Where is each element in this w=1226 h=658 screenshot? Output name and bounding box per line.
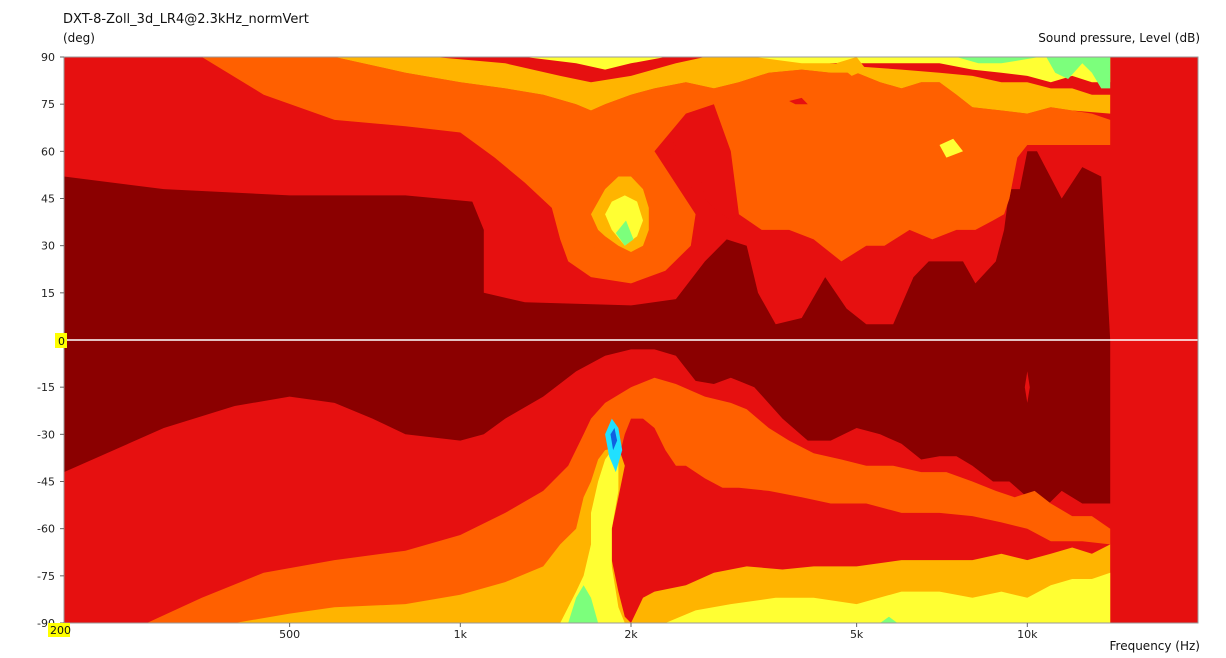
contour-region-21 [610, 428, 618, 451]
contour-region-23 [665, 572, 1111, 623]
contour-region-9 [956, 57, 1040, 64]
y-tick-label: 30 [41, 240, 55, 253]
x-tick-label: 1k [454, 628, 468, 641]
y-tick-label: 15 [41, 287, 55, 300]
contour-region-3 [234, 446, 631, 623]
contour-region-25 [1024, 371, 1030, 403]
y-tick-label: -60 [37, 523, 55, 536]
contour-region-16 [939, 138, 963, 158]
x-tick-label: 2k [624, 628, 638, 641]
contour-region-18 [789, 97, 808, 105]
chart-title: DXT-8-Zoll_3d_LR4@2.3kHz_normVert [63, 12, 309, 27]
y-tick-label: -30 [37, 428, 55, 441]
contour-region-7 [334, 57, 1111, 114]
contour-region-14 [615, 220, 634, 246]
contour-region-17 [825, 220, 847, 252]
x-tick-label: 500 [279, 628, 300, 641]
contour-region-19 [568, 585, 599, 623]
contour-region-4 [560, 450, 625, 623]
contour-region-8 [434, 57, 1111, 83]
contour-region-6 [201, 57, 1111, 284]
cursor-marker-y-value: 0 [58, 335, 65, 348]
y-tick-label: 45 [41, 193, 55, 206]
contour-region-10 [1046, 57, 1111, 89]
x-axis-ticks: 500 1k 2k 5k 10k [63, 623, 1038, 641]
x-axis-label: Frequency (Hz) [1109, 639, 1201, 653]
y-tick-label: -75 [37, 570, 55, 583]
x-tick-label: 10k [1017, 628, 1038, 641]
y-tick-label: 90 [41, 51, 55, 64]
x-tick-label: 5k [850, 628, 864, 641]
contour-region-15 [836, 57, 867, 76]
contour-regions [64, 57, 1111, 623]
contour-region-13 [605, 195, 643, 246]
y-tick-label: 60 [41, 145, 55, 158]
colorbar-label: Sound pressure, Level (dB) [1038, 31, 1200, 45]
contour-region-0 [64, 151, 1111, 513]
cursor-marker-y[interactable]: 0 [55, 333, 67, 348]
contour-region-24 [880, 616, 898, 623]
cursor-marker-x-value: 200 [50, 624, 71, 637]
y-tick-label: 75 [41, 98, 55, 111]
cursor-marker-x[interactable]: 200 [48, 623, 71, 637]
y-axis-unit-label: (deg) [63, 31, 95, 45]
y-tick-label: -45 [37, 476, 55, 489]
y-tick-label: -15 [37, 381, 55, 394]
